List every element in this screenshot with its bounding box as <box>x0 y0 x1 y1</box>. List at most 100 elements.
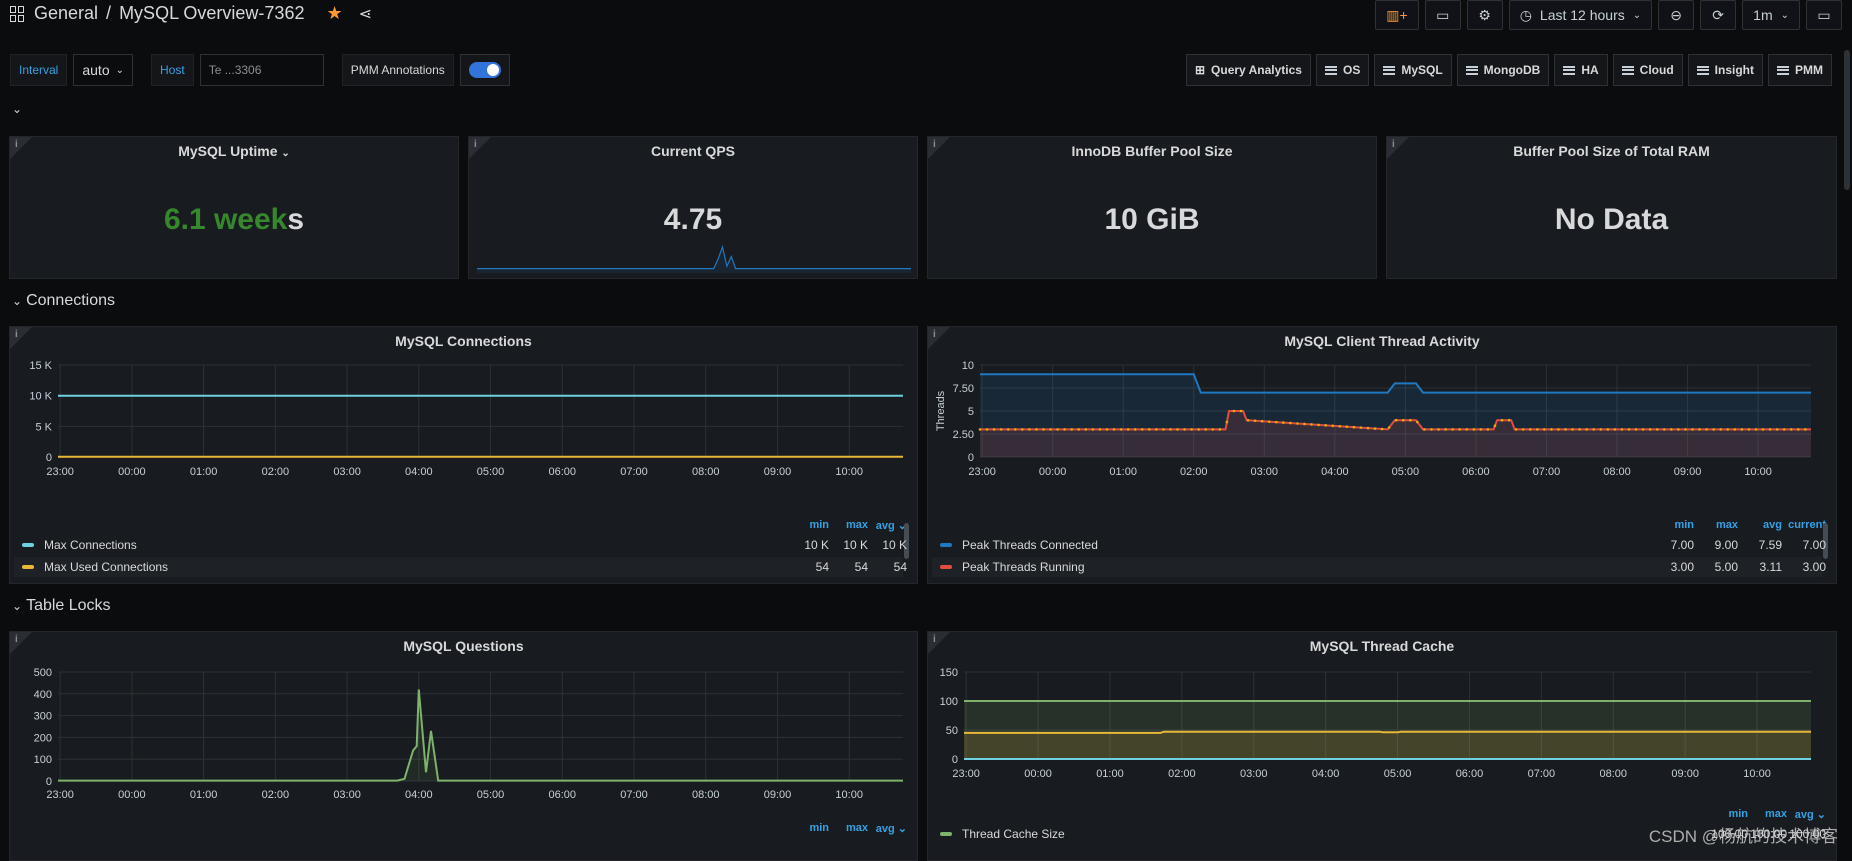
stat-value-number: 6.1 week <box>164 203 287 236</box>
page-scrollbar-thumb[interactable] <box>1844 50 1850 190</box>
legend-header-max[interactable]: max <box>829 822 868 834</box>
x-tick-label: 23:00 <box>952 768 980 780</box>
series-point <box>1628 428 1631 431</box>
y-tick-label: 7.50 <box>953 383 974 395</box>
link-insight[interactable]: Insight <box>1688 54 1763 86</box>
link-cloud[interactable]: Cloud <box>1613 54 1683 86</box>
link-pmm[interactable]: PMM <box>1768 54 1832 86</box>
legend-header-max[interactable]: max <box>1748 808 1787 820</box>
refresh-interval-picker[interactable]: 1m⌄ <box>1742 0 1800 30</box>
series-point <box>1726 428 1729 431</box>
series-point <box>1480 428 1483 431</box>
link-label: HA <box>1581 63 1598 77</box>
link-mysql[interactable]: MySQL <box>1374 54 1451 86</box>
x-tick-label: 01:00 <box>190 789 218 801</box>
link-label: PMM <box>1795 63 1823 77</box>
share-icon[interactable]: ⋖ <box>359 4 372 24</box>
series-point <box>1649 428 1652 431</box>
favorite-star-icon[interactable]: ★ <box>326 3 342 24</box>
x-tick-label: 09:00 <box>764 789 792 801</box>
refresh-interval-label: 1m <box>1753 7 1772 23</box>
series-point <box>1021 428 1024 431</box>
page-scrollbar-track[interactable] <box>1842 40 1852 855</box>
panel-title[interactable]: MySQL Client Thread Activity <box>928 333 1836 349</box>
series-point <box>1113 428 1116 431</box>
legend-header-max[interactable]: max <box>1694 519 1738 531</box>
legend-item[interactable]: Max Connections <box>22 535 137 555</box>
legend-header-avg[interactable]: avg ⌄ <box>1787 808 1826 821</box>
panel-title[interactable]: Current QPS <box>469 143 917 159</box>
collapse-row-toggle[interactable]: ⌄ <box>12 102 22 116</box>
panel-title[interactable]: MySQL Connections <box>10 333 917 349</box>
menu-bars-icon <box>1777 66 1789 75</box>
legend-label: Peak Threads Connected <box>962 538 1098 552</box>
panel-title[interactable]: MySQL Questions <box>10 638 917 654</box>
time-picker-button[interactable]: ◷Last 12 hours⌄ <box>1509 0 1652 30</box>
legend-header-min[interactable]: min <box>1650 519 1694 531</box>
panel-title[interactable]: MySQL Uptime ⌄ <box>10 143 458 159</box>
legend-value: 3.11 <box>1738 560 1782 574</box>
row-connections[interactable]: ⌄Connections <box>12 292 115 310</box>
series-point <box>1183 428 1186 431</box>
menu-bars-icon <box>1325 66 1337 75</box>
x-tick-label: 07:00 <box>1528 768 1556 780</box>
series-point <box>1437 428 1440 431</box>
legend-header-max[interactable]: max <box>829 519 868 531</box>
tv-mode-button[interactable]: ▭ <box>1806 0 1842 30</box>
series-point <box>1494 424 1497 427</box>
top-bar: General / MySQL Overview-7362 ★ ⋖ ▥+ ▭ ⚙… <box>0 0 1852 32</box>
legend-item[interactable]: Peak Threads Running <box>940 557 1085 577</box>
pmm-annotations-toggle[interactable] <box>460 54 510 86</box>
series-point <box>1233 410 1236 413</box>
series-point <box>1127 428 1130 431</box>
link-os[interactable]: OS <box>1316 54 1369 86</box>
interval-select[interactable]: auto⌄ <box>73 54 133 86</box>
refresh-button[interactable]: ⟳ <box>1700 0 1736 30</box>
clock-icon: ◷ <box>1520 7 1532 24</box>
row-title-text: Table Locks <box>26 597 111 615</box>
series-area <box>964 732 1811 759</box>
toggle-switch[interactable] <box>469 62 501 78</box>
legend-header-current[interactable]: current <box>1782 519 1826 531</box>
panel-title[interactable]: Buffer Pool Size of Total RAM <box>1387 143 1836 159</box>
settings-button[interactable]: ⚙ <box>1467 0 1503 30</box>
dashboards-grid-icon[interactable] <box>10 6 26 22</box>
host-select[interactable]: Te ...3306 <box>200 54 324 86</box>
y-tick-label: 5 K <box>35 421 52 433</box>
legend-header-avg[interactable]: avg ⌄ <box>868 519 907 532</box>
legend-label: Peak Threads Running <box>962 560 1085 574</box>
legend-value: 7.00 <box>1782 538 1826 552</box>
x-tick-label: 09:00 <box>764 466 792 478</box>
legend-item[interactable]: Max Used Connections <box>22 557 168 577</box>
x-tick-label: 00:00 <box>118 789 146 801</box>
row-table-locks[interactable]: ⌄Table Locks <box>12 597 111 615</box>
x-tick-label: 07:00 <box>620 466 648 478</box>
legend-header-avg[interactable]: avg <box>1738 519 1782 531</box>
legend-item[interactable]: Peak Threads Connected <box>940 535 1098 555</box>
series-point <box>1458 428 1461 431</box>
save-dashboard-button[interactable]: ▭ <box>1425 0 1461 30</box>
legend-swatch <box>940 832 952 836</box>
dashboard-title[interactable]: MySQL Overview-7362 <box>119 3 304 24</box>
link-ha[interactable]: HA <box>1554 54 1607 86</box>
panel-title[interactable]: MySQL Thread Cache <box>928 638 1836 654</box>
legend-header-min[interactable]: min <box>1709 808 1748 820</box>
zoom-out-button[interactable]: ⊖ <box>1658 0 1694 30</box>
menu-bars-icon <box>1563 66 1575 75</box>
breadcrumb-folder[interactable]: General <box>34 3 98 24</box>
panel-title[interactable]: InnoDB Buffer Pool Size <box>928 143 1376 159</box>
series-line <box>58 689 903 780</box>
series-point <box>1176 428 1179 431</box>
link-query-analytics[interactable]: ⊞Query Analytics <box>1186 54 1311 86</box>
stat-panel-current-qps: i Current QPS 4.75 <box>468 136 918 279</box>
legend-header-avg[interactable]: avg ⌄ <box>868 822 907 835</box>
legend-item[interactable]: Thread Cache Size <box>940 824 1065 844</box>
link-mongodb[interactable]: MongoDB <box>1457 54 1550 86</box>
add-panel-button[interactable]: ▥+ <box>1375 0 1418 30</box>
legend-header-min[interactable]: min <box>790 519 829 531</box>
legend-header-min[interactable]: min <box>790 822 829 834</box>
